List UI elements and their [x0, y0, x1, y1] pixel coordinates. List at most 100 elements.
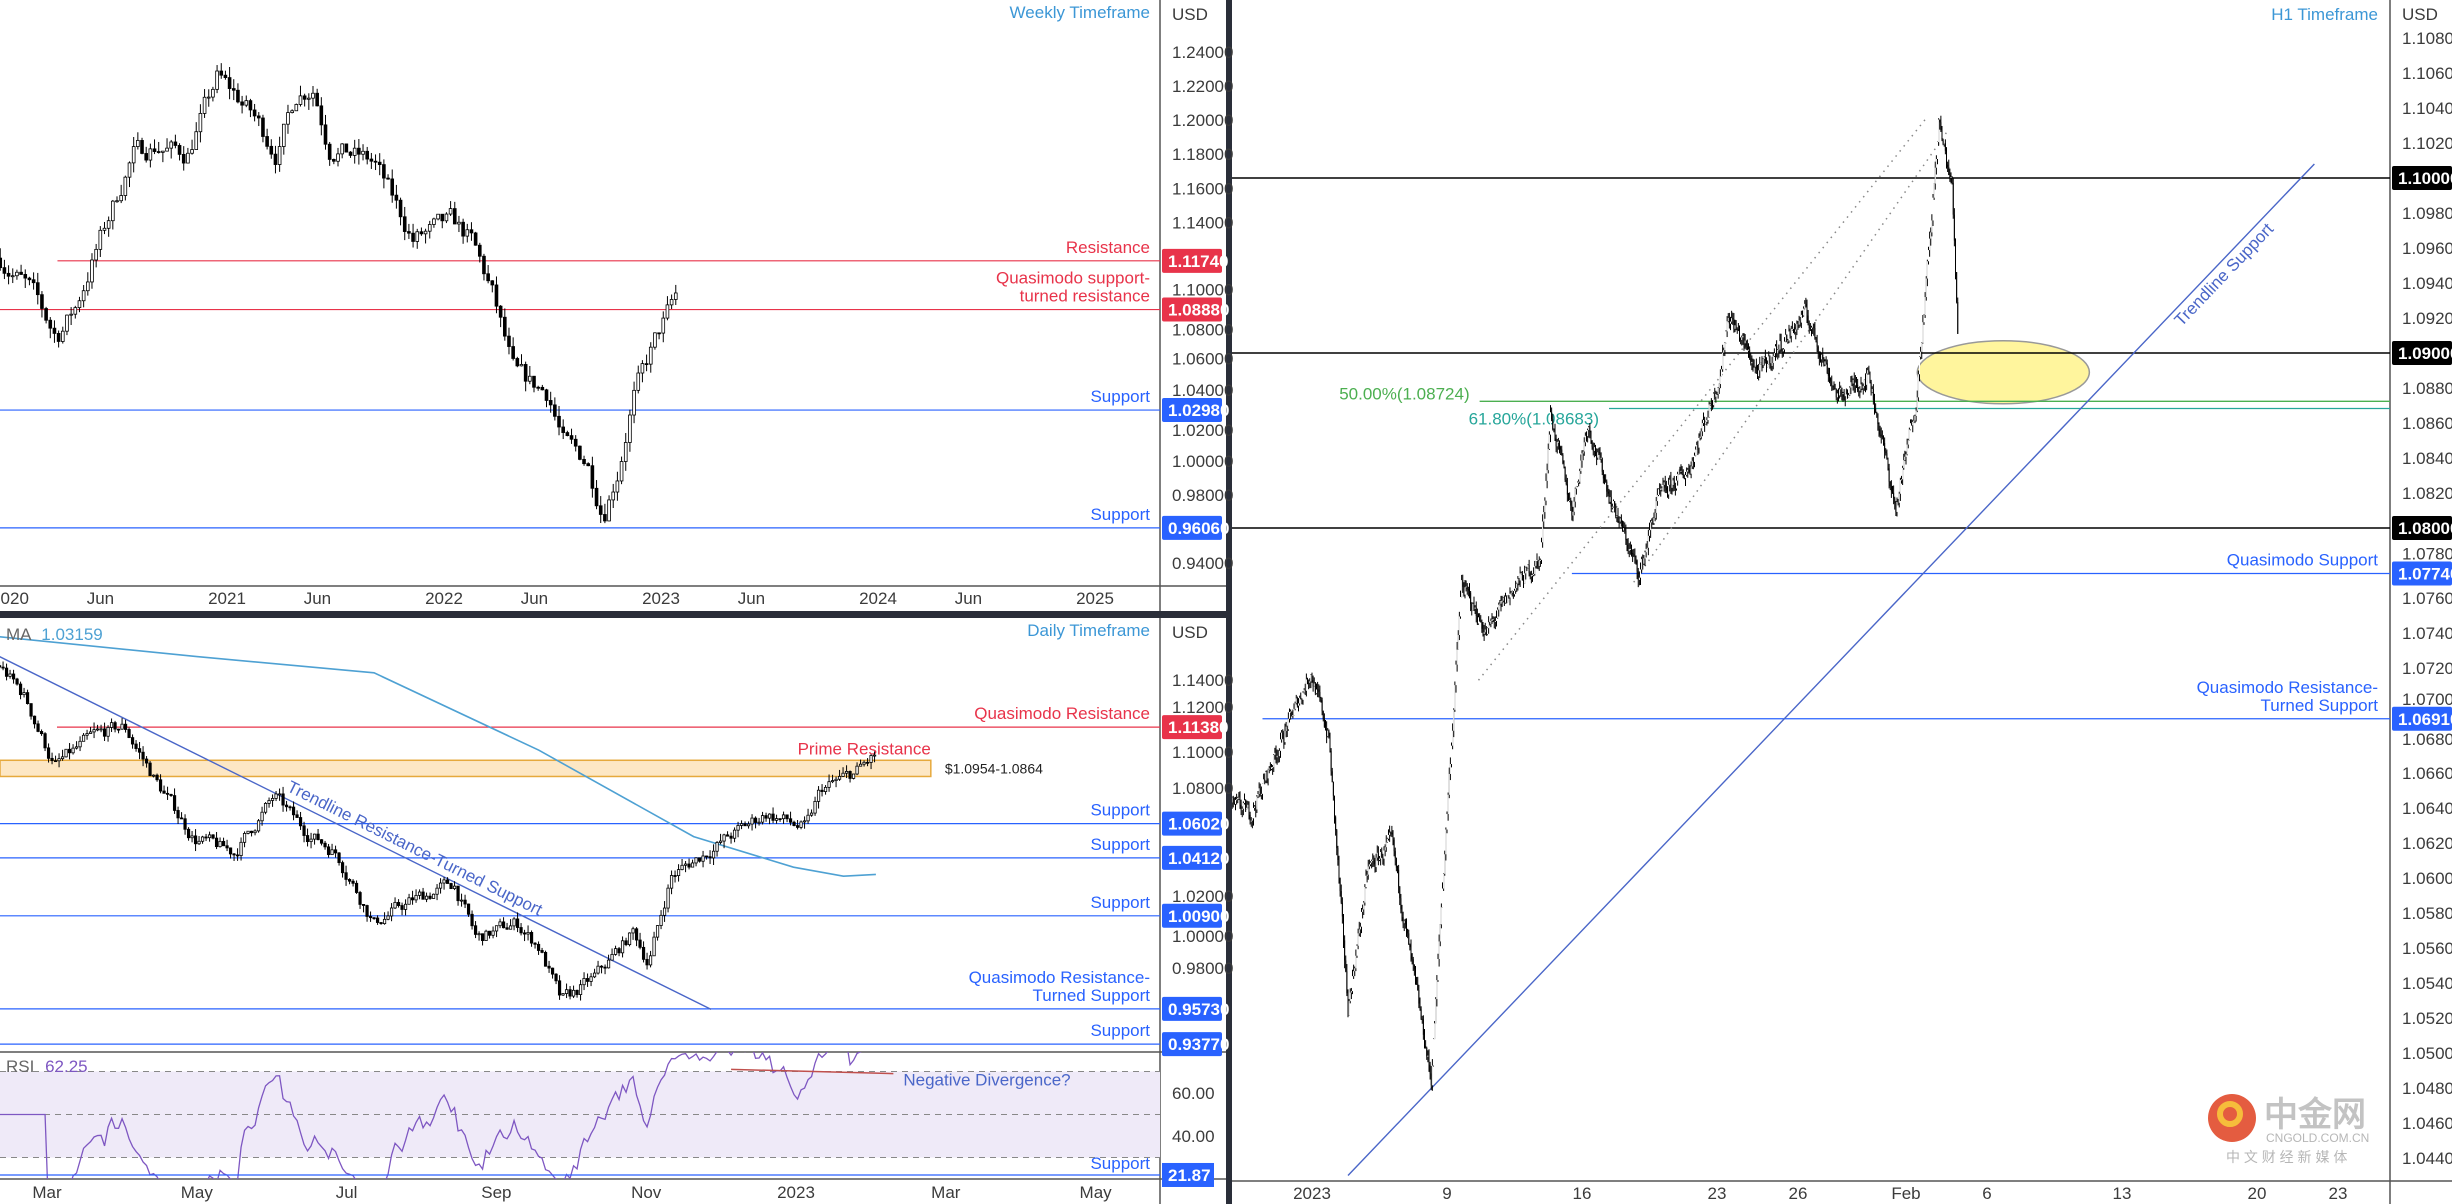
weekly-candle — [382, 159, 386, 189]
weekly-candle — [548, 391, 553, 413]
ma-label: MA — [6, 625, 32, 644]
h1-candle — [1780, 333, 1782, 352]
daily-candle — [438, 878, 443, 894]
h1-candle — [1542, 514, 1544, 548]
h1-candle — [1491, 613, 1493, 624]
ma-legend[interactable]: MA 1.03159 — [6, 625, 103, 644]
h1-candle — [1890, 480, 1892, 498]
h1-candle — [1287, 712, 1289, 731]
h1-candle — [1746, 339, 1748, 351]
daily-trendline[interactable] — [0, 656, 712, 1011]
h1-candle — [1862, 383, 1864, 395]
daily-candle — [435, 884, 439, 901]
weekly-price-tick: 1.24000 — [1172, 43, 1233, 62]
daily-candle — [316, 829, 320, 841]
h1-price-tick: 1.08200 — [2402, 484, 2452, 503]
daily-candle — [683, 861, 688, 873]
h1-candle — [1717, 387, 1719, 399]
h1-candle — [1509, 587, 1511, 606]
h1-candle — [1426, 1046, 1428, 1060]
daily-candle — [806, 808, 810, 824]
h1-candle — [1245, 799, 1247, 812]
h1-candle — [1400, 893, 1402, 914]
weekly-chart[interactable]: Resistance 1.11740 Quasimodo support-turne… — [0, 43, 1233, 608]
h1-candle — [1897, 498, 1899, 506]
h1-trendline-support[interactable] — [1347, 163, 2315, 1176]
daily-chart[interactable]: Prime Resistance $1.0954-1.0864 Quasimodo … — [0, 636, 1233, 1202]
daily-candle — [827, 774, 831, 792]
rsi-pane[interactable]: Negative Divergence? Support 21.87 60.00 40.… — [0, 1042, 1215, 1204]
weekly-candle — [194, 122, 199, 150]
daily-candle — [95, 724, 100, 732]
weekly-candle — [373, 154, 378, 171]
daily-candle — [60, 749, 65, 761]
ma-line[interactable] — [0, 636, 876, 878]
weekly-candle — [0, 248, 3, 271]
h1-candle — [1380, 849, 1382, 866]
daily-candle — [169, 793, 173, 797]
daily-level-label: Support — [1090, 801, 1150, 820]
h1-candle — [1664, 475, 1666, 494]
h1-candle — [1461, 574, 1463, 598]
h1-candle — [1940, 115, 1942, 132]
h1-candle — [1326, 721, 1328, 744]
h1-candle — [1294, 701, 1296, 711]
h1-candle — [1512, 591, 1514, 599]
h1-price-tick: 1.04400 — [2402, 1149, 2452, 1168]
h1-candle — [1551, 407, 1553, 422]
h1-candle — [1690, 461, 1692, 479]
weekly-candle — [236, 83, 240, 104]
weekly-price-tick: 1.02000 — [1172, 421, 1233, 440]
h1-candle — [1913, 415, 1915, 423]
daily-date-tick: May — [181, 1183, 214, 1202]
daily-candle — [319, 839, 324, 846]
h1-candle — [1275, 745, 1277, 764]
weekly-candle — [298, 85, 303, 107]
daily-candle — [417, 889, 422, 900]
rsi-legend[interactable]: RSI 62.25 — [6, 1057, 88, 1076]
daily-candle — [711, 844, 716, 866]
h1-candle — [1724, 342, 1726, 357]
h1-candle — [1520, 571, 1522, 575]
h1-candle — [1813, 323, 1815, 336]
left-right-separator[interactable] — [1226, 0, 1232, 1204]
h1-candle — [1452, 723, 1454, 750]
divergence-label: Negative Divergence? — [903, 1071, 1070, 1090]
h1-candle — [1830, 377, 1832, 387]
h1-candle — [1653, 512, 1655, 525]
weekly-daily-separator[interactable] — [0, 611, 1228, 618]
h1-candle — [1471, 602, 1473, 616]
prime-resistance-zone[interactable] — [0, 759, 932, 778]
h1-candle — [1610, 490, 1612, 513]
dotted-channel-line[interactable] — [1633, 132, 1948, 583]
h1-candle — [1344, 935, 1346, 969]
h1-candle — [1854, 375, 1856, 393]
weekly-candle — [578, 445, 582, 461]
h1-candle — [1233, 797, 1235, 805]
daily-candle — [267, 797, 271, 808]
rsi-line[interactable] — [0, 1042, 875, 1204]
h1-candle — [1695, 446, 1697, 457]
weekly-level-label: turned resistance — [1020, 287, 1150, 306]
h1-candle — [1728, 312, 1730, 329]
buy-zone-ellipse[interactable] — [1916, 340, 2091, 405]
h1-candle — [1355, 949, 1357, 972]
h1-candle — [1597, 448, 1599, 460]
divergence-line[interactable] — [731, 1068, 894, 1075]
weekly-date-tick: Jun — [304, 589, 331, 608]
h1-candle — [1866, 367, 1868, 391]
daily-candle — [736, 821, 740, 838]
weekly-candle — [398, 197, 403, 226]
weekly-candle — [603, 503, 607, 524]
h1-candle — [1842, 391, 1844, 402]
h1-candle — [1276, 749, 1278, 765]
daily-candle — [830, 774, 835, 784]
h1-candle — [1832, 385, 1834, 391]
weekly-candle — [77, 296, 82, 313]
daily-candle — [561, 993, 565, 997]
h1-candle — [1869, 371, 1871, 384]
h1-candle — [1637, 567, 1639, 588]
h1-candle — [1382, 853, 1384, 865]
h1-candle — [1748, 343, 1749, 358]
h1-candle — [1449, 757, 1451, 781]
